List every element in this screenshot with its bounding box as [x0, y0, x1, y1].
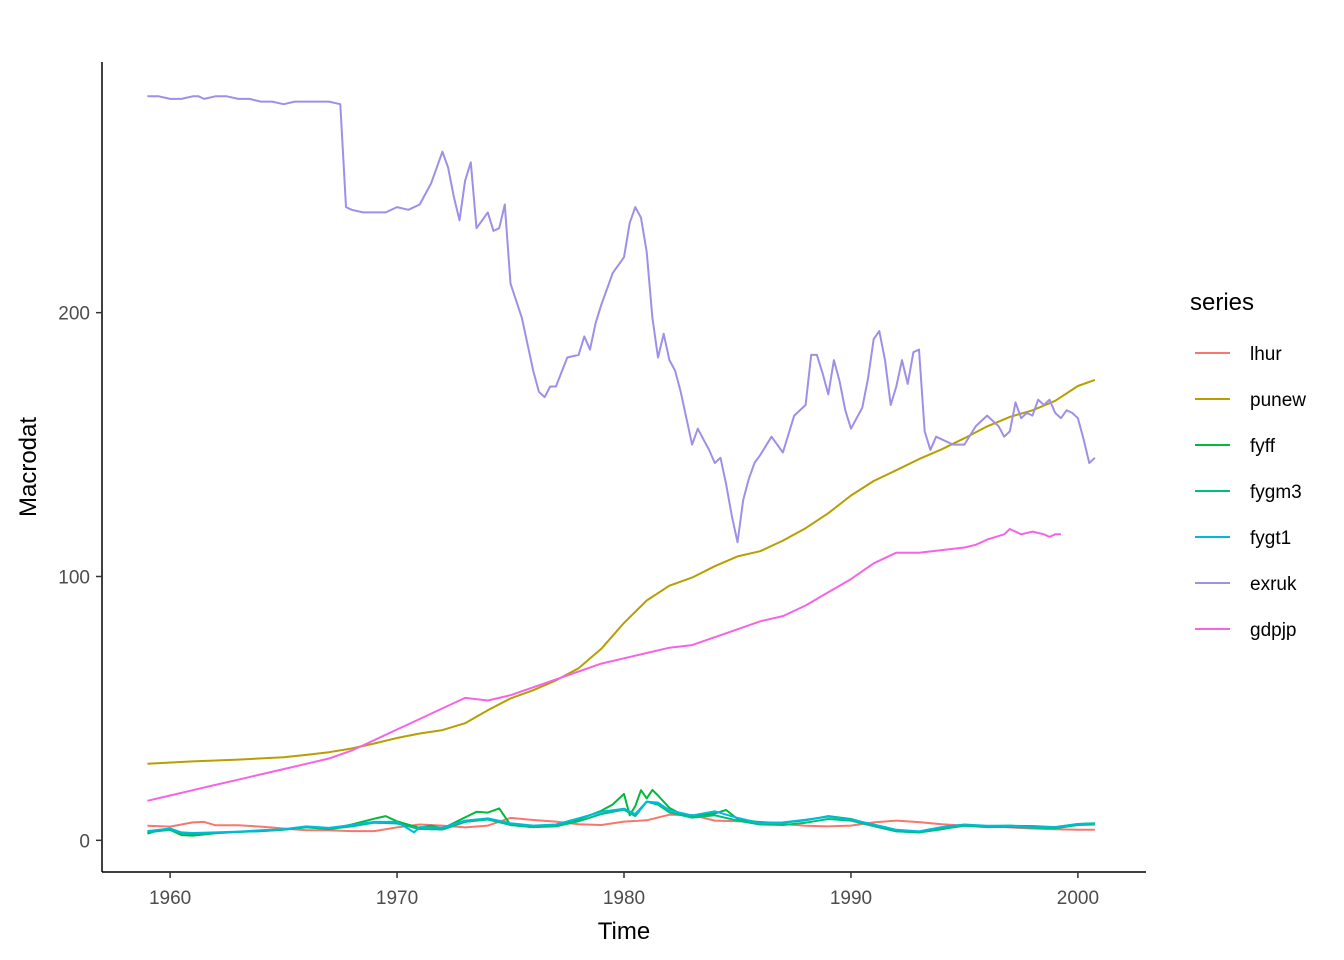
legend-label: exruk — [1250, 574, 1297, 595]
x-tick-label: 1970 — [376, 888, 418, 909]
legend-label: fyff — [1250, 436, 1276, 457]
x-axis-title: Time — [598, 918, 650, 945]
legend-item: punew — [1195, 390, 1306, 411]
x-tick-label: 1990 — [830, 888, 872, 909]
legend-item: lhur — [1195, 344, 1282, 365]
plot-area — [147, 95, 1096, 837]
legend-item: gdpjp — [1195, 620, 1297, 641]
x-tick-label: 1960 — [149, 888, 191, 909]
legend-label: fygt1 — [1250, 528, 1291, 549]
legend: series lhur punew fyff fygm3 fygt1 exruk gdpjp — [1190, 289, 1306, 641]
legend-item: fygm3 — [1195, 482, 1302, 503]
y-axis-ticks: 0 100 200 — [58, 304, 102, 852]
legend-label: lhur — [1250, 344, 1282, 365]
series-line-fygt1 — [147, 800, 1095, 834]
x-axis-ticks: 1960 1970 1980 1990 2000 — [149, 872, 1099, 909]
series-line-punew — [147, 378, 1096, 765]
legend-item: fygt1 — [1195, 528, 1291, 549]
series-line-exruk — [147, 95, 1096, 544]
legend-title: series — [1190, 289, 1254, 316]
legend-label: fygm3 — [1250, 482, 1302, 503]
legend-item: fyff — [1195, 436, 1276, 457]
legend-item: exruk — [1195, 574, 1297, 595]
x-tick-label: 2000 — [1057, 888, 1099, 909]
x-tick-label: 1980 — [603, 888, 645, 909]
legend-label: gdpjp — [1250, 620, 1297, 641]
y-tick-label: 200 — [58, 304, 90, 325]
legend-label: punew — [1250, 390, 1306, 411]
y-axis-title: Macrodat — [15, 417, 42, 517]
y-tick-label: 100 — [58, 567, 90, 588]
series-line-gdpjp — [147, 528, 1061, 802]
y-tick-label: 0 — [79, 831, 90, 852]
